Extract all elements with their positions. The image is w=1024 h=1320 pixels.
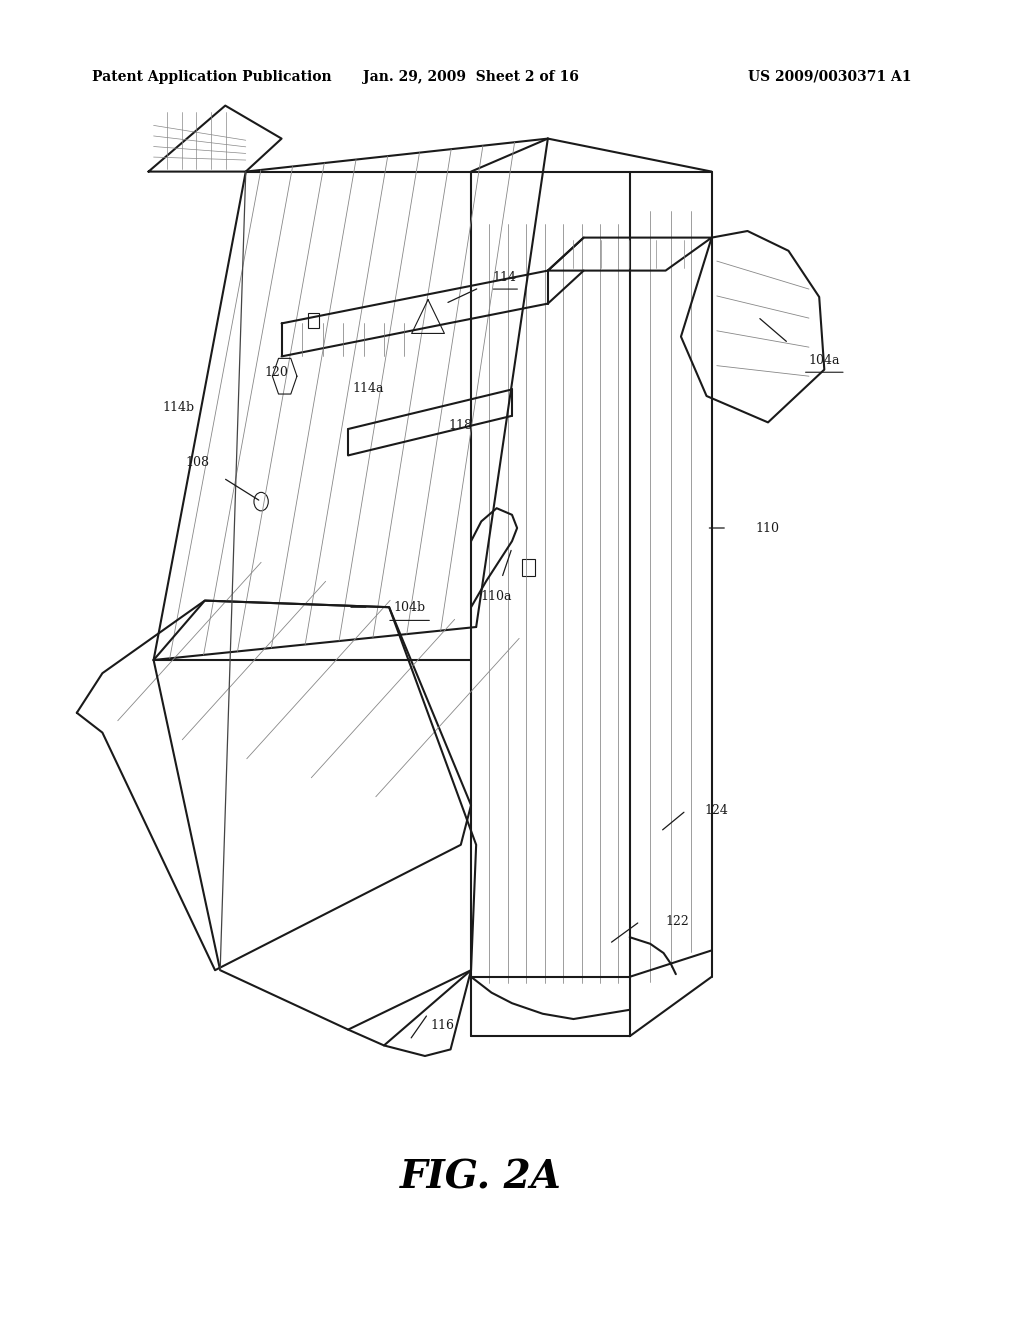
Bar <box>522 560 536 576</box>
Text: 118: 118 <box>449 418 473 432</box>
Text: FIG. 2A: FIG. 2A <box>400 1159 562 1196</box>
Text: Jan. 29, 2009  Sheet 2 of 16: Jan. 29, 2009 Sheet 2 of 16 <box>364 70 579 83</box>
Text: 122: 122 <box>666 915 689 928</box>
Text: 104a: 104a <box>809 354 840 367</box>
Text: 114: 114 <box>493 271 517 284</box>
Text: 114a: 114a <box>353 381 384 395</box>
Text: 116: 116 <box>430 1019 455 1032</box>
Text: 120: 120 <box>265 366 289 379</box>
Bar <box>307 314 319 327</box>
Text: 110: 110 <box>756 521 779 535</box>
Text: Patent Application Publication: Patent Application Publication <box>92 70 332 83</box>
Text: 104b: 104b <box>393 601 426 614</box>
Text: 108: 108 <box>185 455 210 469</box>
Text: 110a: 110a <box>481 590 512 603</box>
Text: 124: 124 <box>705 804 728 817</box>
Text: 114b: 114b <box>162 401 195 414</box>
Text: US 2009/0030371 A1: US 2009/0030371 A1 <box>748 70 911 83</box>
